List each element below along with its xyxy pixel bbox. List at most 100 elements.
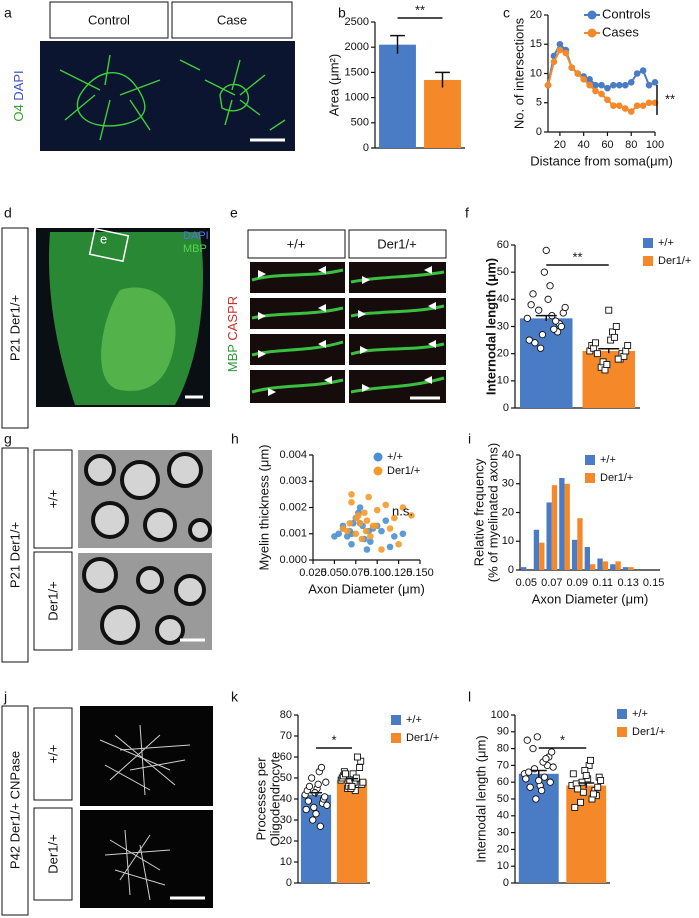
y-tick-label: 0 — [503, 402, 509, 414]
header: Case — [217, 12, 247, 27]
data-point — [529, 290, 537, 298]
legend-marker — [373, 466, 383, 476]
y-tick-label: 50 — [497, 793, 509, 805]
y-tick-label: 15 — [530, 38, 542, 50]
bar — [582, 350, 635, 408]
bar — [520, 318, 573, 408]
bar — [628, 567, 634, 570]
data-point — [556, 40, 564, 48]
data-point — [568, 64, 576, 71]
data-point — [386, 543, 394, 551]
data-point — [322, 778, 330, 786]
header: +/+ — [45, 490, 60, 509]
panel-letter: c — [503, 5, 510, 21]
data-point — [544, 81, 552, 89]
y-tick-label: 20 — [530, 9, 542, 21]
x-tick-label: 40 — [578, 139, 590, 151]
data-point — [593, 350, 601, 358]
data-point — [538, 330, 547, 339]
data-point — [359, 778, 367, 786]
data-point — [348, 540, 355, 548]
bar — [559, 478, 565, 570]
data-point — [304, 797, 313, 805]
data-point — [307, 774, 316, 782]
data-point — [356, 764, 364, 771]
data-point — [523, 314, 531, 322]
data-point — [391, 533, 398, 540]
legend-label: Controls — [602, 6, 651, 21]
data-point — [323, 801, 331, 809]
y-tick-label: 0.004 — [279, 449, 307, 461]
bar — [597, 558, 603, 570]
header: Der1/+ — [377, 236, 416, 251]
legend-swatch — [643, 238, 653, 248]
x-axis-label: Axon Diameter (μm) — [308, 581, 425, 596]
data-point — [358, 535, 366, 543]
data-point — [550, 325, 558, 333]
data-point — [592, 81, 599, 89]
data-point — [557, 322, 566, 331]
data-point — [522, 775, 530, 783]
data-point — [598, 90, 605, 98]
data-point — [391, 514, 398, 522]
data-point — [614, 355, 622, 363]
legend-swatch — [391, 715, 401, 725]
legend-label: +/+ — [658, 237, 674, 249]
data-point — [582, 772, 590, 779]
data-point — [305, 782, 314, 791]
panel-letter: b — [338, 5, 346, 21]
y-tick-label: 10 — [497, 860, 509, 872]
significance-label: ** — [415, 2, 425, 17]
y-tick-label: 1500 — [345, 66, 369, 78]
data-point — [592, 87, 599, 95]
y-tick-label: 60 — [497, 776, 509, 788]
x-axis-label: Axon Diameter (μm) — [532, 591, 649, 606]
y-tick-label: 100 — [491, 709, 509, 721]
y-tick-label: 30 — [497, 320, 509, 332]
data-point — [348, 782, 356, 790]
micrograph-grid — [250, 262, 446, 403]
stain: MBP — [183, 243, 207, 255]
data-point — [587, 756, 595, 764]
panel-letter: g — [4, 431, 12, 447]
bar — [602, 561, 609, 570]
x-tick-label: 0.150 — [406, 567, 434, 579]
significance-label: * — [331, 732, 336, 747]
data-point — [363, 546, 371, 553]
legend-label: +/+ — [600, 454, 616, 466]
data-point — [536, 344, 545, 352]
bar — [622, 567, 629, 570]
bar — [610, 564, 616, 570]
legend-marker — [587, 28, 597, 38]
y-tick-label: 30 — [502, 478, 514, 490]
y-tick-label: 500 — [351, 117, 369, 129]
x-axis-label: Distance from soma(μm) — [530, 153, 673, 168]
data-point — [529, 744, 537, 753]
data-point — [535, 776, 543, 785]
header-box — [33, 449, 73, 549]
y-tick-label: 0.003 — [279, 475, 307, 487]
data-point — [317, 763, 326, 772]
side-label: P42 Der1/+ CNPase — [7, 751, 22, 869]
header: Control — [88, 12, 130, 27]
header-box — [33, 551, 73, 651]
y-tick-label: 0 — [286, 877, 292, 889]
data-point — [331, 533, 338, 540]
bar — [424, 79, 461, 148]
x-tick-label: 0.07 — [541, 577, 562, 589]
data-point — [312, 810, 320, 818]
y-axis-label: Internodal length (μm) — [473, 735, 488, 862]
data-point — [525, 336, 533, 344]
stain: DAPI — [183, 230, 209, 242]
bar — [577, 518, 583, 570]
stain: MBP — [225, 344, 240, 372]
data-point — [321, 793, 329, 801]
data-point — [342, 770, 349, 778]
panel-letter: d — [4, 205, 12, 221]
bar — [566, 785, 607, 883]
em-micrograph — [78, 450, 212, 650]
bar — [564, 483, 570, 570]
bar — [539, 542, 545, 570]
data-point — [603, 361, 611, 368]
legend-label: Cases — [602, 24, 639, 39]
